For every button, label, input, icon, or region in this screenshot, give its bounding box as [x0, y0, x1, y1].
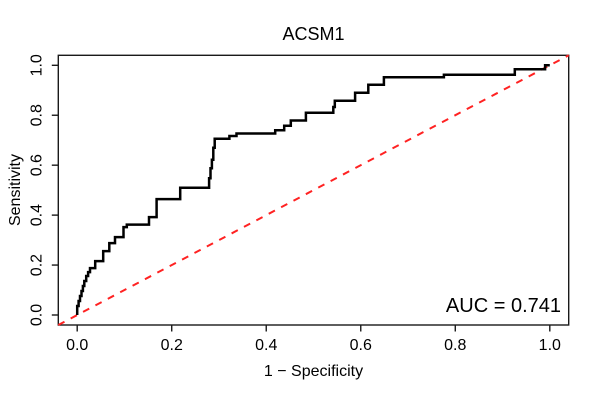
- y-tick-label: 0.2: [28, 254, 45, 276]
- y-tick-label: 0.8: [28, 104, 45, 126]
- x-tick-label: 0.4: [255, 337, 277, 354]
- x-tick-label: 0.8: [444, 337, 466, 354]
- y-tick-label: 0.0: [28, 304, 45, 326]
- x-tick-label: 0.6: [350, 337, 372, 354]
- y-tick-label: 0.6: [28, 154, 45, 176]
- y-tick-label: 0.4: [28, 204, 45, 226]
- y-axis-label: Sensitivity: [7, 154, 24, 226]
- chart-title: ACSM1: [282, 24, 344, 44]
- roc-curve-line: [75, 64, 550, 315]
- y-axis: 0.0 0.2 0.4 0.6 0.8 1.0: [28, 54, 59, 326]
- chance-diagonal-line: [57, 54, 570, 326]
- x-axis-label: 1 − Specificity: [264, 363, 363, 380]
- x-tick-label: 0.2: [161, 337, 183, 354]
- plot-box: [57, 54, 570, 326]
- x-tick-label: 1.0: [539, 337, 561, 354]
- auc-annotation: AUC = 0.741: [446, 295, 561, 317]
- x-tick-label: 0.0: [66, 337, 88, 354]
- y-tick-label: 1.0: [28, 54, 45, 76]
- x-axis: 0.0 0.2 0.4 0.6 0.8 1.0: [66, 325, 561, 354]
